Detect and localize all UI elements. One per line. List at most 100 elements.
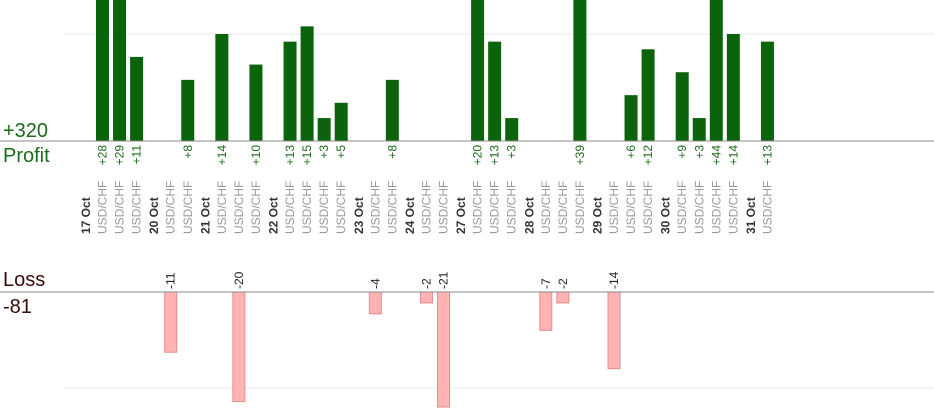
date-label: 31 Oct bbox=[744, 197, 758, 234]
pair-label: USD/CHF bbox=[471, 181, 485, 234]
loss-value-label: -4 bbox=[368, 278, 382, 289]
pair-label: USD/CHF bbox=[641, 181, 655, 234]
profit-value-label: +9 bbox=[675, 145, 689, 159]
pair-label: USD/CHF bbox=[181, 181, 195, 234]
profit-bar bbox=[130, 56, 144, 141]
pair-label: USD/CHF bbox=[96, 181, 110, 234]
profit-bar bbox=[215, 34, 229, 141]
value-labels: +28 +29 +11-11+8 +14-20+10 +13 +15 +3 +5-4+8-2-… bbox=[96, 145, 775, 289]
pair-label: USD/CHF bbox=[385, 181, 399, 234]
date-label: 28 Oct bbox=[522, 197, 536, 234]
pair-label: USD/CHF bbox=[556, 181, 570, 234]
pair-label: USD/CHF bbox=[726, 181, 740, 234]
loss-bar bbox=[539, 291, 553, 331]
profit-value-label: +8 bbox=[181, 145, 195, 159]
profit-value-label: +12 bbox=[641, 145, 655, 166]
pair-label: USD/CHF bbox=[692, 181, 706, 234]
loss-bar bbox=[164, 291, 178, 353]
profit-value-label: +14 bbox=[215, 145, 229, 166]
pair-label: USD/CHF bbox=[573, 181, 587, 234]
profit-value-label: +15 bbox=[300, 145, 314, 166]
loss-value-label: -7 bbox=[539, 278, 553, 289]
profit-value-label: +3 bbox=[692, 145, 706, 159]
profit-bar bbox=[573, 0, 587, 141]
loss-label: Loss bbox=[3, 269, 46, 291]
pair-label: USD/CHF bbox=[607, 181, 621, 234]
profit-value-label: +3 bbox=[317, 145, 331, 159]
profit-bars bbox=[96, 0, 774, 142]
profit-value-label: +11 bbox=[130, 145, 144, 165]
date-label: 24 Oct bbox=[403, 197, 417, 234]
profit-bar bbox=[300, 26, 314, 141]
profit-bar bbox=[760, 41, 774, 142]
profit-value-label: +39 bbox=[573, 145, 587, 166]
loss-value-label: -2 bbox=[556, 278, 570, 289]
loss-bar bbox=[556, 291, 570, 304]
profit-bar bbox=[113, 0, 127, 141]
profit-bar bbox=[726, 34, 740, 141]
pair-label: USD/CHF bbox=[760, 181, 774, 234]
date-label: 22 Oct bbox=[267, 197, 281, 234]
loss-value-label: -21 bbox=[437, 271, 451, 289]
pair-label: USD/CHF bbox=[130, 181, 144, 234]
date-label: 20 Oct bbox=[147, 197, 161, 234]
pair-label: USD/CHF bbox=[539, 181, 553, 234]
date-label: 17 Oct bbox=[79, 197, 93, 234]
loss-bars bbox=[164, 291, 621, 408]
profit-value-label: +13 bbox=[488, 145, 502, 166]
loss-value-label: -2 bbox=[419, 278, 433, 289]
pair-label: USD/CHF bbox=[368, 181, 382, 234]
pair-label: USD/CHF bbox=[709, 181, 723, 234]
pair-labels: USD/CHF USD/CHF USD/CHF USD/CHF USD/CHF USD/C… bbox=[96, 181, 775, 234]
pair-label: USD/CHF bbox=[437, 181, 451, 234]
profit-value-label: +3 bbox=[505, 145, 519, 159]
profit-value-label: +13 bbox=[283, 145, 297, 166]
profit-value-label: +29 bbox=[113, 145, 127, 166]
profit-value-label: +5 bbox=[334, 145, 348, 159]
profit-bar bbox=[181, 79, 195, 141]
pair-label: USD/CHF bbox=[164, 181, 178, 234]
profit-value-label: +10 bbox=[249, 145, 263, 166]
pair-label: USD/CHF bbox=[488, 181, 502, 234]
profit-bar bbox=[692, 118, 706, 141]
loss-bar bbox=[437, 291, 450, 408]
date-label: 23 Oct bbox=[352, 197, 366, 234]
date-label: 30 Oct bbox=[659, 197, 673, 234]
pair-label: USD/CHF bbox=[675, 181, 689, 234]
date-label: 29 Oct bbox=[591, 197, 605, 234]
loss-bar bbox=[232, 291, 246, 403]
profit-value-label: +44 bbox=[709, 145, 723, 166]
profit-value-label: +14 bbox=[726, 145, 740, 166]
profit-bar bbox=[488, 41, 502, 142]
pair-label: USD/CHF bbox=[334, 181, 348, 234]
profit-value-label: +13 bbox=[760, 145, 774, 166]
pair-label: USD/CHF bbox=[300, 181, 314, 234]
loss-bar bbox=[419, 291, 433, 304]
pair-label: USD/CHF bbox=[505, 181, 519, 234]
profit-bar bbox=[96, 0, 109, 141]
pair-label: USD/CHF bbox=[624, 181, 638, 234]
date-labels: 17 Oct 20 Oct 21 Oct 22 Oct 23 Oct 24 Oct 27 O… bbox=[79, 197, 758, 234]
profit-value-label: +8 bbox=[385, 145, 399, 159]
loss-total: -81 bbox=[3, 296, 32, 318]
loss-value-label: -11 bbox=[164, 272, 178, 289]
profit-bar bbox=[317, 118, 331, 141]
profit-bar bbox=[249, 64, 263, 141]
pair-label: USD/CHF bbox=[113, 181, 127, 234]
pair-label: USD/CHF bbox=[232, 181, 246, 234]
profit-bar bbox=[283, 41, 297, 142]
profit-bar bbox=[709, 0, 723, 141]
pair-label: USD/CHF bbox=[283, 181, 297, 234]
profit-value-label: +28 bbox=[96, 145, 110, 166]
profit-bar bbox=[641, 49, 655, 141]
profit-value-label: +6 bbox=[624, 145, 638, 159]
loss-bar bbox=[368, 291, 382, 315]
profit-total: +320 bbox=[3, 120, 49, 142]
profit-bar bbox=[675, 72, 689, 141]
profit-value-label: +20 bbox=[471, 145, 485, 166]
loss-bar bbox=[607, 291, 621, 370]
pair-label: USD/CHF bbox=[215, 181, 229, 234]
profit-label: Profit bbox=[3, 145, 50, 167]
date-label: 21 Oct bbox=[198, 197, 212, 234]
